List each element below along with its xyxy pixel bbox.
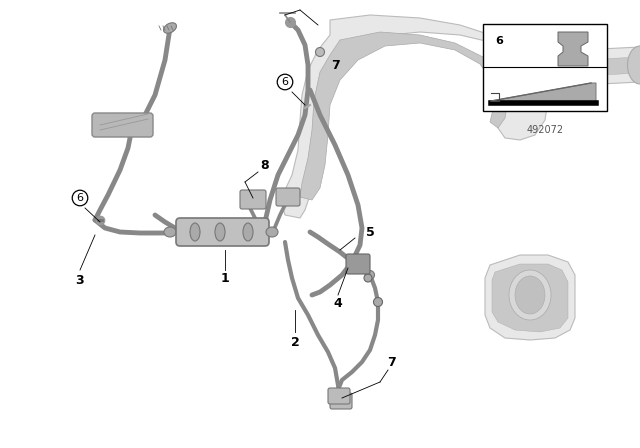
Polygon shape bbox=[548, 57, 640, 78]
Ellipse shape bbox=[164, 23, 177, 33]
Text: 2: 2 bbox=[291, 336, 300, 349]
Text: 7: 7 bbox=[331, 59, 339, 72]
Ellipse shape bbox=[515, 276, 545, 314]
Text: 1: 1 bbox=[221, 271, 229, 284]
FancyBboxPatch shape bbox=[346, 254, 370, 274]
Ellipse shape bbox=[316, 47, 324, 56]
Text: 4: 4 bbox=[333, 297, 342, 310]
Text: 6: 6 bbox=[495, 36, 503, 46]
Polygon shape bbox=[491, 83, 596, 103]
Ellipse shape bbox=[190, 223, 200, 241]
Polygon shape bbox=[300, 32, 508, 200]
Polygon shape bbox=[492, 264, 568, 332]
FancyBboxPatch shape bbox=[92, 113, 153, 137]
Ellipse shape bbox=[164, 227, 176, 237]
Ellipse shape bbox=[374, 297, 383, 306]
Polygon shape bbox=[485, 255, 575, 340]
Text: 8: 8 bbox=[260, 159, 269, 172]
Text: 492072: 492072 bbox=[527, 125, 564, 135]
Ellipse shape bbox=[365, 271, 374, 280]
Polygon shape bbox=[540, 47, 640, 88]
Ellipse shape bbox=[266, 227, 278, 237]
Text: 3: 3 bbox=[76, 273, 84, 287]
Bar bbox=[483, 24, 607, 111]
Ellipse shape bbox=[509, 270, 551, 320]
Ellipse shape bbox=[215, 223, 225, 241]
Polygon shape bbox=[558, 32, 588, 66]
Ellipse shape bbox=[243, 223, 253, 241]
Text: 6: 6 bbox=[282, 77, 289, 87]
FancyBboxPatch shape bbox=[330, 393, 352, 409]
Ellipse shape bbox=[364, 274, 372, 282]
Polygon shape bbox=[282, 15, 548, 218]
FancyBboxPatch shape bbox=[240, 190, 266, 209]
FancyBboxPatch shape bbox=[328, 388, 350, 404]
FancyBboxPatch shape bbox=[176, 218, 269, 246]
Text: 6: 6 bbox=[77, 193, 83, 203]
Ellipse shape bbox=[627, 46, 640, 84]
FancyBboxPatch shape bbox=[276, 188, 300, 206]
Text: 7: 7 bbox=[388, 356, 396, 369]
Text: 5: 5 bbox=[365, 225, 374, 238]
